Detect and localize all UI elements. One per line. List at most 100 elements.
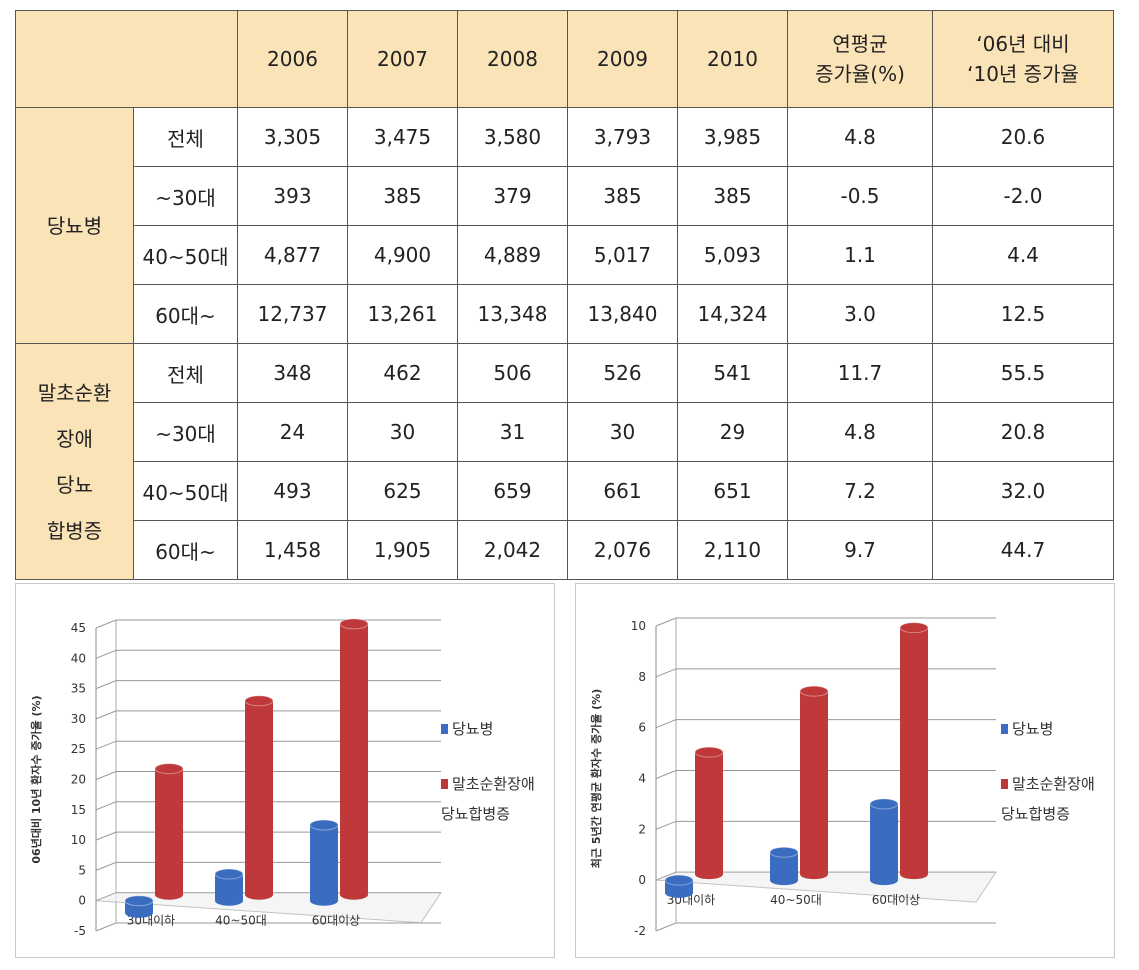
cell: 661: [567, 461, 678, 521]
cylinder: [214, 868, 244, 906]
cell: 3,305: [237, 107, 348, 167]
grid-line: [95, 771, 441, 780]
cell: 14,324: [677, 284, 788, 344]
cell: 11.7: [787, 343, 933, 403]
y-tick-label: -5: [74, 924, 86, 938]
row: 60대~ 12,737 13,261 13,348 13,840 14,324 3.0 12.…: [16, 284, 1114, 344]
row: 40~50대 4,877 4,900 4,889 5,017 5,093 1.1 4.4: [16, 225, 1114, 285]
cell: 625: [347, 461, 458, 521]
cell: 3,985: [677, 107, 788, 167]
cell: 1,458: [237, 520, 348, 580]
legend-swatch: [441, 779, 448, 789]
legend-item: 당뇨병: [1001, 714, 1101, 744]
grid-line: [95, 801, 441, 811]
cell: -2.0: [932, 166, 1114, 226]
cell: 385: [677, 166, 788, 226]
cell: 4,889: [457, 225, 568, 285]
cell-line: 당뇨병: [46, 213, 103, 238]
cylinder: [664, 874, 694, 898]
grid-line: [655, 617, 996, 627]
cell-line: 합병증: [46, 518, 103, 543]
header-cell: [15, 10, 238, 108]
y-tick-label: 0: [78, 894, 86, 908]
grid-line: [95, 619, 441, 629]
y-tick-label: 45: [71, 621, 86, 635]
cell: 13,348: [457, 284, 568, 344]
cell: 493: [237, 461, 348, 521]
y-tick-label: 5: [78, 863, 86, 877]
cell: 393: [237, 166, 348, 226]
cell: 30: [347, 402, 458, 462]
cell: 40~50대: [133, 461, 238, 521]
row: 말초순환 장애 당뇨 합병증 전체 348 462 506 526 541 11.7 55.5: [15, 343, 1114, 580]
cell: 전체: [133, 343, 238, 403]
cell: 29: [677, 402, 788, 462]
header-cell: 연평균 증가율(%): [787, 10, 933, 108]
cylinder-top: [339, 618, 369, 630]
grid-line: [655, 770, 996, 779]
cell: 3,580: [457, 107, 568, 167]
cell: 379: [457, 166, 568, 226]
bar: [340, 623, 368, 895]
legend-swatch: [441, 724, 448, 734]
cell: 526: [567, 343, 678, 403]
cylinder: [309, 819, 339, 906]
legend-label: 말초순환장애 당뇨합병증: [1001, 775, 1095, 823]
cell: 1,905: [347, 520, 458, 580]
cylinder: [339, 618, 369, 900]
y-tick-label: 4: [638, 772, 646, 786]
legend-swatch: [1001, 724, 1008, 734]
y-tick-label: 10: [631, 619, 646, 633]
y-tick-label: 25: [71, 742, 86, 756]
cell: 4.8: [787, 402, 933, 462]
y-tick-label: 30: [71, 712, 86, 726]
cylinder-top: [799, 685, 829, 697]
cell: 30: [567, 402, 678, 462]
cylinder-top: [124, 895, 154, 907]
x-tick-label: 40~50대: [770, 893, 822, 907]
y-axis-label: 06년대비 10년 환자수 증가율 (%): [29, 695, 43, 863]
legend-label: 말초순환장애 당뇨합병증: [441, 775, 535, 823]
cell: 3,475: [347, 107, 458, 167]
header-row: 2006 2007 2008 2009 2010 연평균 증가율(%) ‘06년 대비 ‘10년…: [15, 10, 1114, 108]
grid-line: [655, 719, 996, 729]
grid-line: [655, 922, 996, 932]
grid-line: [95, 740, 441, 750]
cell: 2,076: [567, 520, 678, 580]
cell: 2,042: [457, 520, 568, 580]
cell-line: 증가율(%): [815, 62, 905, 86]
data-table: 2006 2007 2008 2009 2010 연평균 증가율(%) ‘06년 대비 ‘10년…: [15, 10, 1114, 580]
cell: 385: [347, 166, 458, 226]
cylinder-top: [214, 868, 244, 880]
bar: [800, 691, 828, 875]
y-tick-label: 40: [71, 651, 86, 665]
row: 40~50대 493 625 659 661 651 7.2 32.0: [16, 461, 1114, 521]
y-tick-label: 2: [638, 822, 646, 836]
y-tick-label: -2: [634, 924, 646, 938]
y-tick-label: 20: [71, 773, 86, 787]
row: 당뇨병 전체 3,305 3,475 3,580 3,793 3,985 4.8 20.6: [15, 107, 1114, 344]
cylinder-top: [664, 874, 694, 886]
cell: 1.1: [787, 225, 933, 285]
bar: [695, 752, 723, 875]
grid-line: [95, 922, 441, 932]
cell: 12,737: [237, 284, 348, 344]
bar: [155, 768, 183, 895]
cell: 5,017: [567, 225, 678, 285]
header-cell: 2010: [677, 10, 788, 108]
cell: 20.6: [932, 107, 1114, 167]
cylinder: [799, 685, 829, 880]
header-cell: 2009: [567, 10, 678, 108]
bar: [245, 700, 273, 895]
legend-label: 당뇨병: [452, 720, 494, 738]
cell-line: 당뇨: [56, 472, 93, 497]
cell: 659: [457, 461, 568, 521]
cell: 462: [347, 343, 458, 403]
cell: 385: [567, 166, 678, 226]
header-cell: ‘06년 대비 ‘10년 증가율: [932, 10, 1114, 108]
cylinder-top: [769, 846, 799, 858]
y-tick-label: 15: [71, 803, 86, 817]
header-cell: 2006: [237, 10, 348, 108]
cell-line: ‘06년 대비: [976, 32, 1070, 56]
